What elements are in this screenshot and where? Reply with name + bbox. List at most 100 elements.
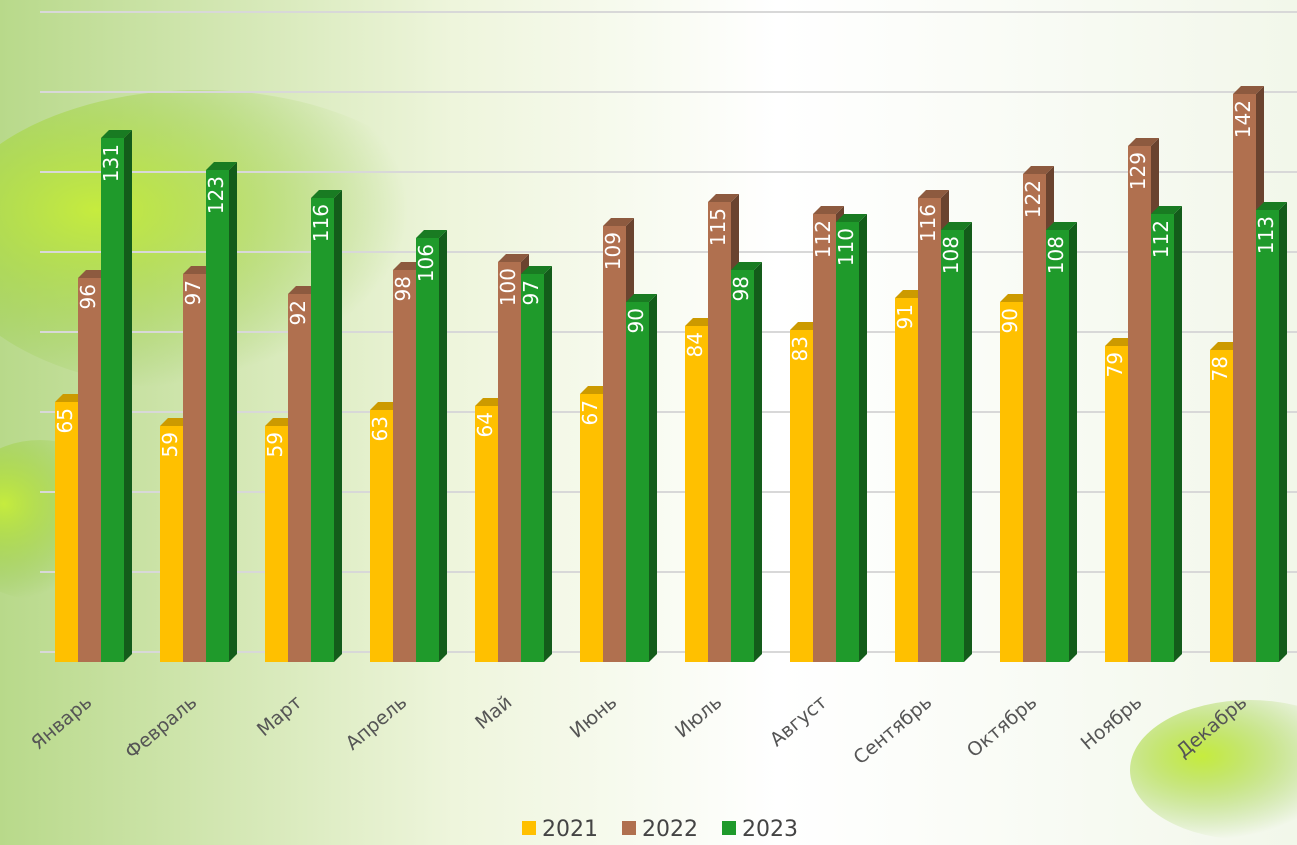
- data-label: 67: [578, 400, 602, 425]
- bar-side: [1174, 206, 1182, 662]
- bar: [416, 238, 439, 662]
- bar: [311, 198, 334, 662]
- bar: [626, 302, 649, 662]
- data-label: 97: [181, 280, 205, 305]
- bar-top: [416, 230, 447, 238]
- bar: [1256, 210, 1279, 662]
- bar-top: [1233, 86, 1264, 94]
- bar-top: [626, 294, 657, 302]
- bar: [160, 426, 183, 662]
- data-label: 92: [286, 300, 310, 325]
- data-label: 116: [309, 204, 333, 242]
- bar: [813, 214, 836, 662]
- bar-top: [521, 266, 552, 274]
- bar-side: [124, 130, 132, 662]
- bar: [1023, 174, 1046, 662]
- data-label: 90: [624, 308, 648, 333]
- legend-swatch: [522, 821, 536, 835]
- bar-top: [941, 222, 972, 230]
- data-label: 115: [706, 208, 730, 246]
- bar-top: [101, 130, 132, 138]
- bar-top: [708, 194, 739, 202]
- bar: [708, 202, 731, 662]
- bar-top: [1151, 206, 1182, 214]
- data-label: 63: [368, 416, 392, 441]
- legend-swatch: [622, 821, 636, 835]
- bar: [580, 394, 603, 662]
- bar: [790, 330, 813, 662]
- data-label: 83: [788, 336, 812, 361]
- data-label: 79: [1103, 352, 1127, 377]
- bar-top: [836, 214, 867, 222]
- data-label: 129: [1126, 152, 1150, 190]
- bar-top: [603, 218, 634, 226]
- bar: [731, 270, 754, 662]
- bar: [498, 262, 521, 662]
- bar: [206, 170, 229, 662]
- legend-label: 2021: [542, 817, 598, 842]
- bar: [101, 138, 124, 662]
- data-label: 109: [601, 232, 625, 270]
- data-label: 108: [1044, 236, 1068, 274]
- data-label: 100: [496, 268, 520, 306]
- bar: [393, 270, 416, 662]
- data-label: 122: [1021, 180, 1045, 218]
- bar-side: [859, 214, 867, 662]
- bar-side: [754, 262, 762, 662]
- bar-side: [229, 162, 237, 662]
- bar: [370, 410, 393, 662]
- data-label: 91: [893, 304, 917, 329]
- data-label: 59: [158, 432, 182, 457]
- data-label: 123: [204, 176, 228, 214]
- data-label: 97: [519, 280, 543, 305]
- data-label: 110: [834, 228, 858, 266]
- data-label: 64: [473, 412, 497, 437]
- bar: [521, 274, 544, 662]
- bar: [1046, 230, 1069, 662]
- data-label: 90: [998, 308, 1022, 333]
- legend-label: 2022: [642, 817, 698, 842]
- bar: [941, 230, 964, 662]
- data-label: 116: [916, 204, 940, 242]
- bar-side: [1279, 202, 1287, 662]
- data-label: 98: [391, 276, 415, 301]
- bar: [603, 226, 626, 662]
- bar: [685, 326, 708, 662]
- bar-top: [1256, 202, 1287, 210]
- bar: [1000, 302, 1023, 662]
- bar-top: [1023, 166, 1054, 174]
- bar: [55, 402, 78, 662]
- bar-side: [964, 222, 972, 662]
- data-label: 65: [53, 408, 77, 433]
- bar: [78, 278, 101, 662]
- data-label: 78: [1208, 356, 1232, 381]
- bar: [475, 406, 498, 662]
- data-label: 112: [811, 220, 835, 258]
- bar-top: [1046, 222, 1077, 230]
- bar-top: [918, 190, 949, 198]
- bar: [895, 298, 918, 662]
- data-label: 113: [1254, 216, 1278, 254]
- legend-swatch: [722, 821, 736, 835]
- bar-side: [544, 266, 552, 662]
- bar-top: [731, 262, 762, 270]
- bar: [288, 294, 311, 662]
- bar-top: [498, 254, 529, 262]
- bar-side: [334, 190, 342, 662]
- bar-top: [813, 206, 844, 214]
- leaf: [1130, 700, 1297, 840]
- bar-top: [311, 190, 342, 198]
- bar-top: [1128, 138, 1159, 146]
- bar: [183, 274, 206, 662]
- data-label: 108: [939, 236, 963, 274]
- data-label: 98: [729, 276, 753, 301]
- bar-side: [649, 294, 657, 662]
- bar: [1233, 94, 1256, 662]
- bar: [1210, 350, 1233, 662]
- bar: [1105, 346, 1128, 662]
- bar: [1128, 146, 1151, 662]
- data-label: 112: [1149, 220, 1173, 258]
- bar: [918, 198, 941, 662]
- data-label: 59: [263, 432, 287, 457]
